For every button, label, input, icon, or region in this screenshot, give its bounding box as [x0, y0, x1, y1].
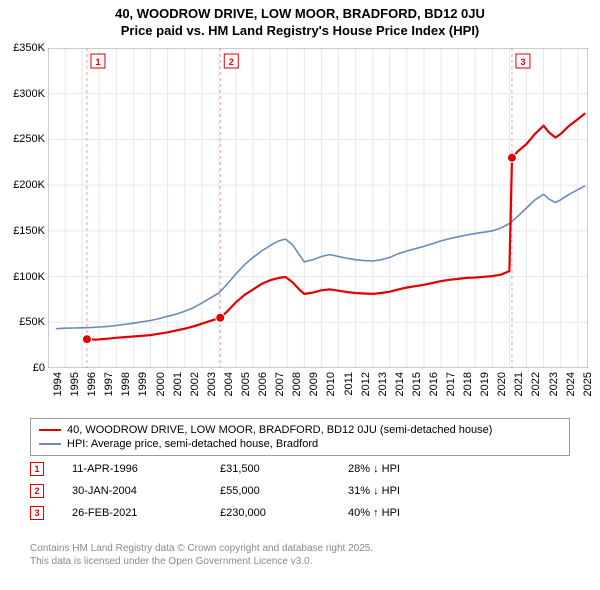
legend-label: 40, WOODROW DRIVE, LOW MOOR, BRADFORD, B… [67, 424, 492, 436]
x-tick-label: 2014 [394, 372, 406, 396]
x-tick-label: 1997 [103, 372, 115, 396]
chart-svg: 1 2 3 [48, 48, 588, 368]
x-tick-label: 2006 [257, 372, 269, 396]
marker-pct: 40% ↑ HPI [348, 507, 468, 519]
x-tick-label: 2016 [428, 372, 440, 396]
chart-container: 40, WOODROW DRIVE, LOW MOOR, BRADFORD, B… [0, 0, 600, 590]
x-tick-label: 2022 [530, 372, 542, 396]
x-tick-label: 2021 [513, 372, 525, 396]
y-tick-label: £300K [1, 88, 45, 100]
legend-row: HPI: Average price, semi-detached house,… [39, 437, 561, 451]
marker-row: 2 30-JAN-2004 £55,000 31% ↓ HPI [30, 480, 570, 502]
svg-text:2: 2 [229, 57, 234, 67]
chart-title-subtitle: Price paid vs. HM Land Registry's House … [0, 23, 600, 40]
x-tick-label: 2007 [274, 372, 286, 396]
x-tick-label: 1999 [137, 372, 149, 396]
legend-label: HPI: Average price, semi-detached house,… [67, 438, 318, 450]
marker-row: 1 11-APR-1996 £31,500 28% ↓ HPI [30, 458, 570, 480]
x-tick-label: 2025 [582, 372, 594, 396]
marker-pct: 31% ↓ HPI [348, 485, 468, 497]
x-tick-label: 2024 [565, 372, 577, 396]
x-tick-label: 2000 [155, 372, 167, 396]
y-tick-label: £150K [1, 225, 45, 237]
x-tick-label: 2012 [360, 372, 372, 396]
legend-row: 40, WOODROW DRIVE, LOW MOOR, BRADFORD, B… [39, 423, 561, 437]
marker-badge: 2 [30, 484, 44, 498]
y-tick-label: £0 [1, 362, 45, 374]
marker-date: 26-FEB-2021 [72, 507, 192, 519]
x-tick-label: 2018 [462, 372, 474, 396]
attribution-line2: This data is licensed under the Open Gov… [30, 555, 570, 568]
y-tick-label: £200K [1, 179, 45, 191]
marker-date: 30-JAN-2004 [72, 485, 192, 497]
x-tick-label: 2015 [411, 372, 423, 396]
marker-price: £55,000 [220, 485, 320, 497]
x-tick-label: 1994 [52, 372, 64, 396]
x-tick-label: 1996 [86, 372, 98, 396]
chart-title-address: 40, WOODROW DRIVE, LOW MOOR, BRADFORD, B… [0, 6, 600, 23]
x-tick-label: 2013 [377, 372, 389, 396]
x-tick-label: 1995 [69, 372, 81, 396]
x-tick-label: 2011 [343, 372, 355, 396]
chart-title-block: 40, WOODROW DRIVE, LOW MOOR, BRADFORD, B… [0, 0, 600, 40]
marker-date: 11-APR-1996 [72, 463, 192, 475]
x-tick-label: 2004 [223, 372, 235, 396]
x-tick-label: 2010 [325, 372, 337, 396]
marker-pct: 28% ↓ HPI [348, 463, 468, 475]
marker-price: £230,000 [220, 507, 320, 519]
y-tick-label: £50K [1, 316, 45, 328]
x-tick-label: 2017 [445, 372, 457, 396]
svg-text:3: 3 [520, 57, 525, 67]
attribution-line1: Contains HM Land Registry data © Crown c… [30, 542, 570, 555]
marker-row: 3 26-FEB-2021 £230,000 40% ↑ HPI [30, 502, 570, 524]
legend-box: 40, WOODROW DRIVE, LOW MOOR, BRADFORD, B… [30, 418, 570, 456]
x-tick-label: 2001 [172, 372, 184, 396]
x-tick-label: 2005 [240, 372, 252, 396]
legend-swatch [39, 429, 61, 431]
attribution-text: Contains HM Land Registry data © Crown c… [30, 542, 570, 568]
chart-plot-area: 1 2 3 [48, 48, 588, 368]
marker-badge: 3 [30, 506, 44, 520]
markers-table: 1 11-APR-1996 £31,500 28% ↓ HPI 2 30-JAN-2004… [30, 458, 570, 524]
x-tick-label: 2019 [479, 372, 491, 396]
marker-price: £31,500 [220, 463, 320, 475]
y-tick-label: £250K [1, 133, 45, 145]
x-tick-label: 2020 [496, 372, 508, 396]
y-tick-label: £100K [1, 271, 45, 283]
x-tick-label: 2009 [308, 372, 320, 396]
x-tick-label: 1998 [120, 372, 132, 396]
x-tick-label: 2003 [206, 372, 218, 396]
legend-swatch [39, 443, 61, 445]
svg-text:1: 1 [95, 57, 100, 67]
x-tick-label: 2008 [291, 372, 303, 396]
marker-badge: 1 [30, 462, 44, 476]
x-tick-label: 2023 [548, 372, 560, 396]
y-tick-label: £350K [1, 42, 45, 54]
x-tick-label: 2002 [189, 372, 201, 396]
